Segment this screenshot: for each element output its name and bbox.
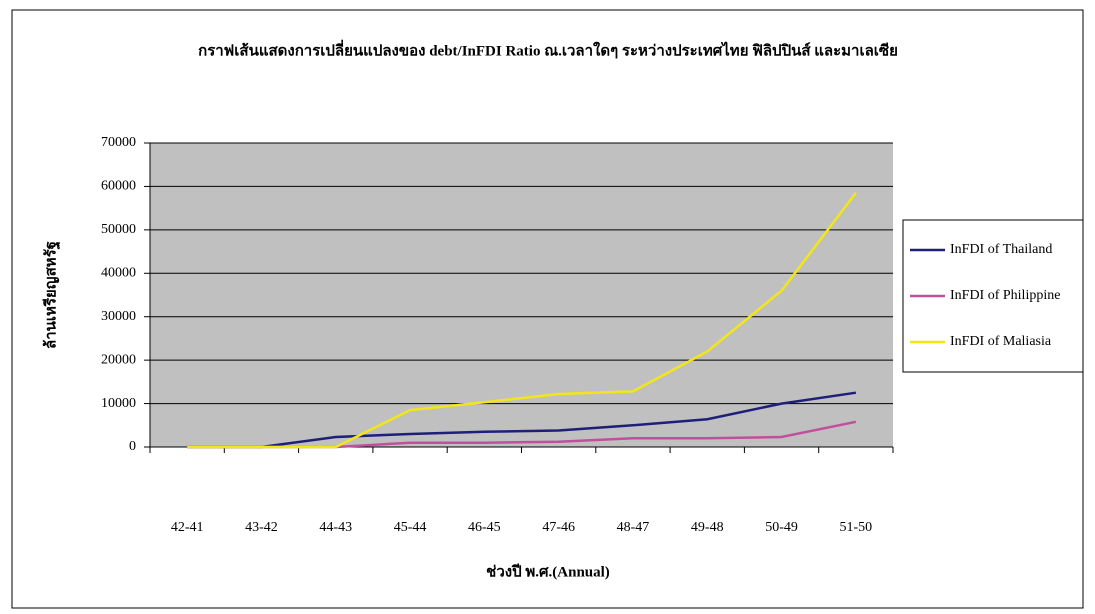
x-tick-label: 51-50: [840, 520, 873, 535]
y-axis-label: ล้านเหรียญสหรัฐ: [42, 241, 60, 349]
y-tick-label: 0: [129, 439, 136, 454]
chart-title: กราฟเส้นแสดงการเปลี่ยนแปลงของ debt/InFDI…: [198, 39, 898, 59]
legend-label: InFDI of Thailand: [950, 242, 1052, 257]
y-tick-label: 40000: [101, 266, 136, 281]
y-tick-label: 30000: [101, 309, 136, 324]
x-tick-label: 44-43: [319, 520, 352, 535]
x-tick-label: 46-45: [468, 520, 501, 535]
series-line: [187, 391, 857, 449]
legend-label: InFDI of Maliasia: [950, 334, 1052, 349]
y-tick-label: 60000: [101, 179, 136, 194]
x-tick-label: 49-48: [691, 520, 724, 535]
x-tick-label: 42-41: [171, 520, 204, 535]
plot-area: [150, 143, 893, 447]
legend-label: InFDI of Philippine: [950, 288, 1060, 303]
series-line: [187, 192, 857, 449]
y-tick-label: 10000: [101, 396, 136, 411]
y-tick-label: 20000: [101, 352, 136, 367]
x-tick-label: 50-49: [765, 520, 798, 535]
y-tick-label: 50000: [101, 222, 136, 237]
x-tick-label: 43-42: [245, 520, 278, 535]
x-tick-label: 45-44: [394, 520, 427, 535]
x-tick-label: 48-47: [617, 520, 650, 535]
x-tick-label: 47-46: [542, 520, 575, 535]
y-tick-label: 70000: [101, 135, 136, 150]
x-axis-label: ช่วงปี พ.ศ.(Annual): [486, 563, 610, 580]
